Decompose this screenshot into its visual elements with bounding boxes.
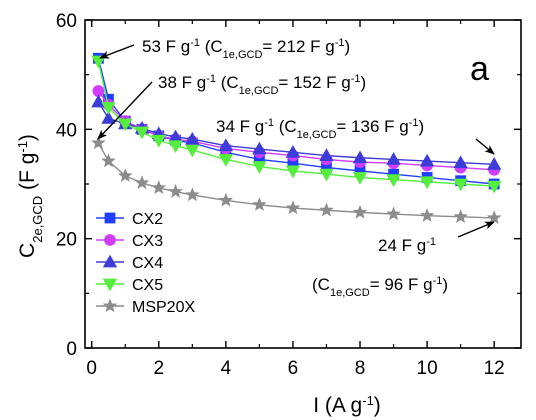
- data-point-cx4: [218, 138, 234, 152]
- legend: CX2 CX3 CX4 CX5 MSP20X: [96, 211, 195, 316]
- legend-label-cx3: CX3: [132, 233, 163, 250]
- annotation-34: 34 F g-1 (C1e,GCD= 136 F g-1): [216, 117, 495, 155]
- plot-series: [91, 52, 502, 225]
- data-point-msp20x: [386, 206, 401, 221]
- data-point-cx4: [352, 150, 368, 164]
- data-point-cx4: [285, 144, 301, 158]
- series-line-msp20x: [97, 142, 495, 219]
- y-axis-title: C2e,GCD (F g-1): [15, 134, 45, 258]
- data-point-cx5: [134, 126, 150, 140]
- y-tick-label: 60: [56, 11, 77, 32]
- data-point-cx5: [151, 134, 166, 148]
- data-point-cx5: [218, 153, 234, 167]
- legend-item-msp20x: MSP20X: [96, 298, 195, 316]
- y-tick-label: 40: [56, 120, 77, 141]
- annotation-53: 53 F g-1 (C1e,GCD= 212 F g-1): [99, 37, 350, 61]
- x-tick-label: 4: [221, 358, 232, 379]
- annotation-34-arrow: [475, 138, 495, 155]
- data-point-cx4: [319, 148, 334, 161]
- data-point-msp20x: [453, 209, 468, 223]
- annotation-53-arrow: [99, 44, 135, 59]
- svg-text:(C1e,GCD= 96 F g-1): (C1e,GCD= 96 F g-1): [312, 275, 448, 299]
- series-cx5: [91, 55, 502, 194]
- annotation-24-arrow: [457, 221, 495, 238]
- data-point-cx5: [285, 165, 301, 179]
- data-point-cx5: [319, 168, 334, 182]
- legend-label-msp20x: MSP20X: [132, 299, 195, 316]
- data-point-msp20x: [101, 153, 116, 168]
- annotation-24: 24 F g-1 (C1e,GCD= 96 F g-1): [312, 221, 495, 299]
- data-point-msp20x: [486, 210, 502, 225]
- legend-marker-cx3: [104, 234, 116, 246]
- svg-text:53 F g-1 (C1e,GCD= 212 F g-1): 53 F g-1 (C1e,GCD= 212 F g-1): [142, 37, 350, 61]
- data-point-cx4: [486, 157, 502, 170]
- annotation-38-arrow: [97, 81, 153, 140]
- svg-text:34 F g-1 (C1e,GCD= 136 F g-1): 34 F g-1 (C1e,GCD= 136 F g-1): [216, 117, 424, 141]
- legend-item-cx2: CX2: [96, 211, 163, 228]
- series-line-cx5: [97, 60, 495, 187]
- data-point-msp20x: [134, 175, 150, 190]
- x-tick-label: 6: [288, 358, 299, 379]
- legend-item-cx5: CX5: [96, 277, 163, 294]
- data-point-cx4: [185, 131, 200, 145]
- data-point-cx5: [386, 174, 401, 187]
- x-tick-label: 12: [484, 358, 505, 379]
- data-point-cx5: [252, 161, 267, 174]
- data-point-msp20x: [319, 202, 334, 217]
- svg-text:38 F g-1 (C1e,GCD= 152 F g-1): 38 F g-1 (C1e,GCD= 152 F g-1): [158, 73, 366, 97]
- x-tick-label: 2: [153, 358, 164, 379]
- data-point-msp20x: [352, 204, 368, 219]
- data-point-cx4: [91, 94, 106, 108]
- data-point-msp20x: [285, 200, 301, 215]
- x-tick-label: 0: [86, 358, 97, 379]
- legend-label-cx2: CX2: [132, 211, 163, 228]
- data-point-cx5: [486, 180, 502, 194]
- series-line-cx4: [97, 101, 495, 166]
- y-tick-label: 0: [66, 339, 77, 360]
- series-line-cx3: [97, 90, 495, 171]
- legend-marker-cx4: [102, 254, 118, 268]
- data-point-cx4: [252, 141, 267, 155]
- legend-marker-msp20x: [102, 298, 118, 313]
- legend-marker-cx2: [104, 212, 116, 224]
- data-point-msp20x: [151, 180, 167, 194]
- series-msp20x: [91, 135, 502, 225]
- legend-label-cx4: CX4: [132, 255, 163, 272]
- data-point-cx5: [101, 102, 116, 115]
- data-point-msp20x: [419, 208, 435, 222]
- data-point-cx5: [185, 144, 200, 158]
- annotation-38: 38 F g-1 (C1e,GCD= 152 F g-1): [97, 73, 366, 140]
- x-tick-label: 10: [417, 358, 438, 379]
- data-point-cx5: [91, 55, 106, 69]
- legend-item-cx3: CX3: [96, 233, 163, 250]
- data-point-msp20x: [168, 184, 183, 198]
- x-tick-label: 8: [355, 358, 366, 379]
- data-point-msp20x: [118, 168, 133, 182]
- svg-text:24 F g-1: 24 F g-1: [378, 236, 436, 255]
- y-tick-label: 20: [56, 230, 77, 251]
- legend-label-cx5: CX5: [132, 277, 163, 294]
- data-point-msp20x: [218, 192, 234, 207]
- data-point-msp20x: [252, 197, 267, 211]
- x-axis-title: I (A g-1): [313, 393, 381, 418]
- legend-item-cx4: CX4: [96, 254, 163, 272]
- data-point-cx4: [419, 153, 435, 167]
- data-point-cx5: [419, 176, 435, 190]
- data-point-cx4: [101, 111, 116, 124]
- panel-label: a: [470, 50, 489, 88]
- legend-marker-cx5: [102, 278, 118, 292]
- data-point-cx5: [352, 172, 368, 185]
- data-point-cx5: [118, 118, 133, 132]
- data-point-cx4: [453, 155, 468, 169]
- data-point-cx5: [168, 140, 183, 154]
- data-point-cx4: [386, 152, 401, 165]
- data-point-msp20x: [185, 187, 200, 202]
- axis-ticks: 0 2 4 6 8 10 12 0 20 40 60: [56, 11, 521, 379]
- data-point-cx5: [453, 178, 468, 192]
- data-point-msp20x: [91, 135, 106, 150]
